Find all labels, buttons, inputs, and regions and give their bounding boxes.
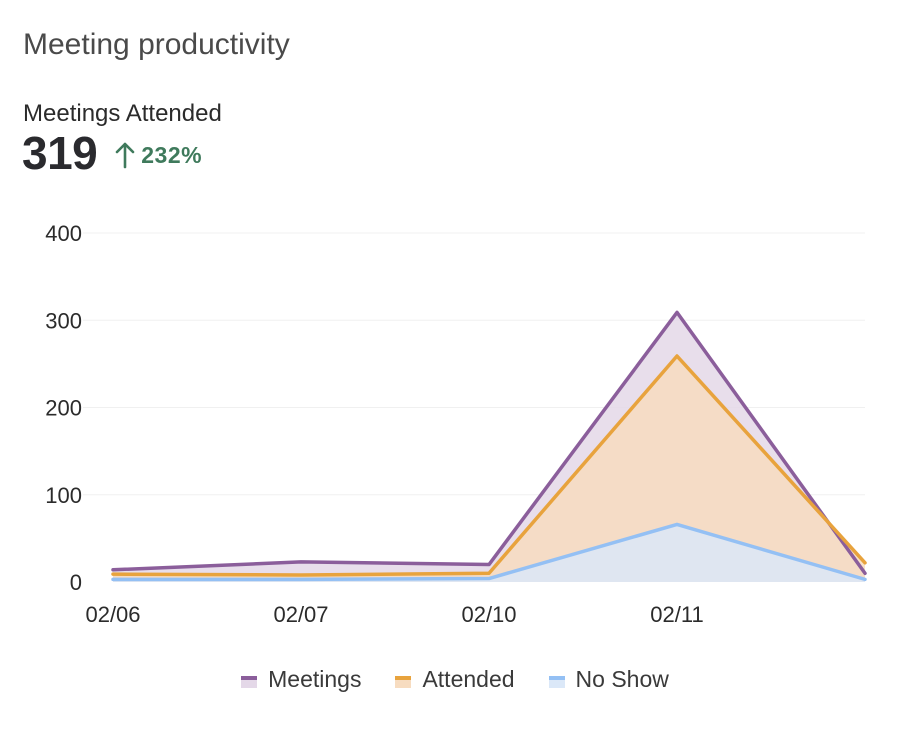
line-meetings: [111, 310, 867, 576]
legend-label: Attended: [422, 666, 515, 692]
kpi-label: Meetings Attended: [23, 100, 222, 127]
kpi-delta: 232%: [115, 141, 202, 169]
area-chart: 0 100 200 300 400 02/06 02/07 02/10 02/11: [45, 221, 867, 627]
legend-swatch: [395, 675, 412, 688]
legend-label: No Show: [575, 666, 669, 692]
card-title: Meeting productivity: [23, 28, 290, 61]
y-tick-label: 200: [45, 396, 82, 421]
kpi-delta-value: 232%: [141, 141, 203, 168]
y-tick-label: 300: [45, 308, 82, 333]
kpi-value: 319: [22, 127, 98, 179]
legend-swatch: [241, 675, 258, 688]
x-tick-label: 02/11: [650, 602, 703, 627]
chart-legend: Meetings Attended No Show: [0, 666, 910, 693]
x-tick-label: 02/06: [85, 602, 140, 627]
legend-label: Meetings: [268, 666, 362, 692]
x-tick-label: 02/10: [461, 602, 516, 627]
line-no-show: [111, 522, 867, 582]
legend-item-meetings[interactable]: Meetings: [241, 666, 361, 693]
y-tick-label: 0: [70, 570, 82, 595]
y-tick-label: 100: [45, 483, 82, 508]
kpi-row: 319 232%: [22, 128, 202, 179]
line-attended: [111, 354, 867, 577]
x-tick-label: 02/07: [273, 602, 328, 627]
legend-item-attended[interactable]: Attended: [395, 666, 515, 693]
y-tick-label: 400: [45, 221, 82, 246]
legend-swatch: [548, 675, 565, 688]
arrow-up-icon: [115, 142, 135, 169]
area-no-show: [113, 524, 865, 582]
legend-item-no-show[interactable]: No Show: [548, 666, 669, 693]
